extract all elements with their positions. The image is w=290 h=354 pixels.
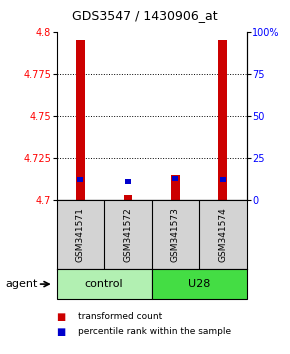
Text: GSM341574: GSM341574 — [218, 207, 227, 262]
Text: agent: agent — [6, 279, 38, 289]
Bar — [218, 40, 227, 200]
Bar — [220, 177, 226, 182]
Text: GDS3547 / 1430906_at: GDS3547 / 1430906_at — [72, 10, 218, 22]
Bar — [125, 179, 131, 184]
Text: U28: U28 — [188, 279, 210, 289]
Text: GSM341571: GSM341571 — [76, 207, 85, 262]
Text: ■: ■ — [57, 327, 66, 337]
Bar — [57, 269, 151, 299]
Text: percentile rank within the sample: percentile rank within the sample — [78, 327, 231, 336]
Bar — [77, 177, 83, 182]
Text: ■: ■ — [57, 312, 66, 322]
Text: transformed count: transformed count — [78, 312, 163, 321]
Bar — [171, 175, 180, 200]
Bar — [151, 269, 246, 299]
Bar — [172, 176, 178, 181]
Bar — [76, 40, 85, 200]
Text: GSM341573: GSM341573 — [171, 207, 180, 262]
Text: control: control — [85, 279, 123, 289]
Text: GSM341572: GSM341572 — [123, 207, 132, 262]
Bar — [124, 195, 132, 200]
